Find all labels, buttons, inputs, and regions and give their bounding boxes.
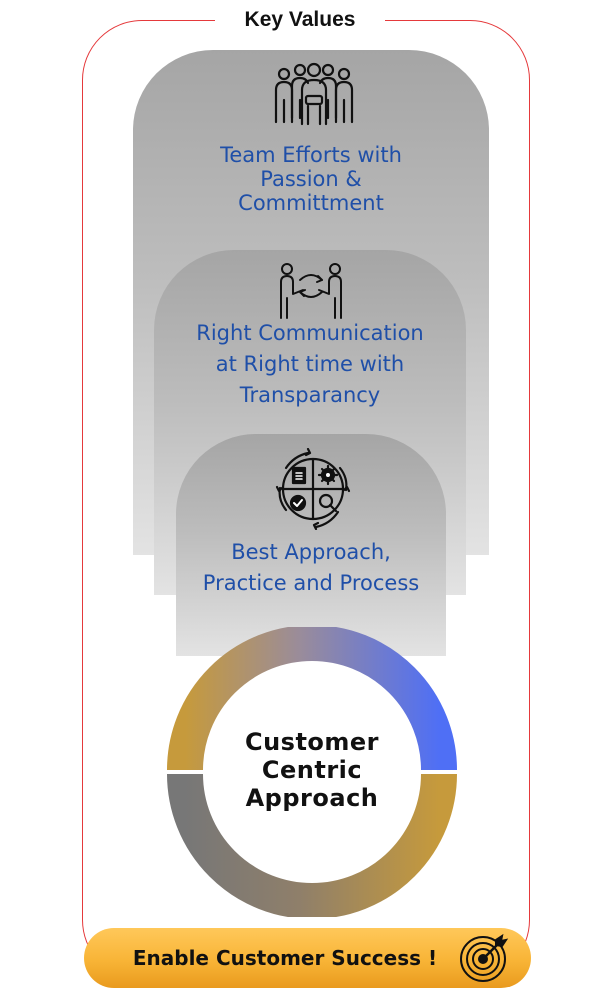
ring-center xyxy=(204,664,420,880)
target-icon xyxy=(460,933,509,982)
center-label-line: Approach xyxy=(245,784,379,812)
process-cycle-icon xyxy=(275,448,351,530)
center-label: Customer Centric Approach xyxy=(200,728,424,812)
center-label-line: Centric xyxy=(261,756,363,784)
value-line: at Right time with xyxy=(215,352,405,376)
success-banner xyxy=(84,928,531,988)
value-arch-process xyxy=(176,434,446,656)
ring-top-arc xyxy=(167,627,457,771)
value-line: Practice and Process xyxy=(202,571,420,595)
value-line: Committment xyxy=(238,191,384,215)
ring-bottom-arc xyxy=(167,773,457,917)
handshake-communication-icon xyxy=(280,263,342,319)
page-title: Key Values xyxy=(215,4,385,36)
value-best-approach: Best Approach, Practice and Process xyxy=(176,537,446,599)
value-line: Team Efforts with xyxy=(220,143,402,167)
value-line: Passion & xyxy=(260,167,362,191)
team-icon xyxy=(274,62,354,126)
value-line: Best Approach, xyxy=(231,540,391,564)
value-right-communication: Right Communication at Right time with T… xyxy=(154,318,466,411)
banner-label: Enable Customer Success ! xyxy=(132,946,438,970)
center-label-line: Customer xyxy=(244,728,380,756)
value-line: Right Communication xyxy=(196,321,424,345)
customer-centric-ring xyxy=(167,627,457,917)
value-line: Transparancy xyxy=(239,383,381,407)
value-team-efforts: Team Efforts with Passion & Committment xyxy=(133,143,489,215)
